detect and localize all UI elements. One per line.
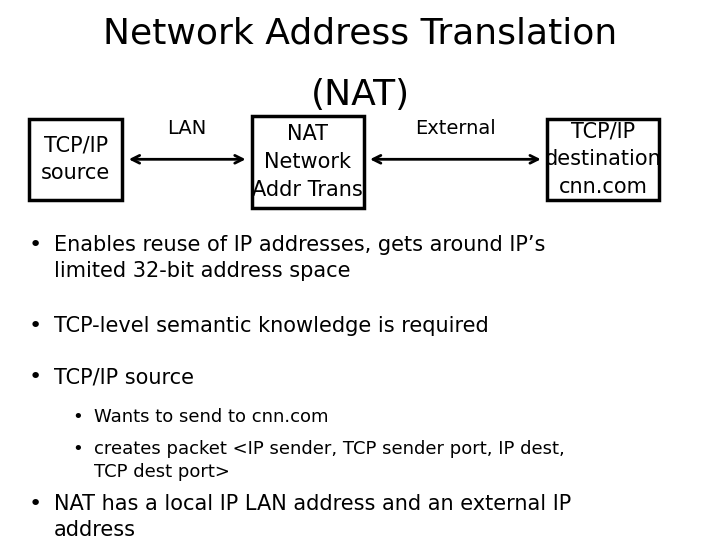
Text: TCP-level semantic knowledge is required: TCP-level semantic knowledge is required bbox=[54, 316, 489, 336]
Text: Enables reuse of IP addresses, gets around IP’s
limited 32-bit address space: Enables reuse of IP addresses, gets arou… bbox=[54, 235, 545, 281]
Text: TCP/IP
source: TCP/IP source bbox=[41, 136, 110, 183]
Text: •: • bbox=[29, 494, 42, 514]
Text: External: External bbox=[415, 119, 496, 138]
Text: •: • bbox=[29, 316, 42, 336]
Text: creates packet <IP sender, TCP sender port, IP dest,
TCP dest port>: creates packet <IP sender, TCP sender po… bbox=[94, 440, 564, 481]
Text: NAT has a local IP LAN address and an external IP
address: NAT has a local IP LAN address and an ex… bbox=[54, 494, 571, 540]
Text: •: • bbox=[72, 440, 83, 458]
Text: NAT
Network
Addr Trans: NAT Network Addr Trans bbox=[253, 124, 363, 200]
Text: •: • bbox=[29, 367, 42, 387]
Text: (NAT): (NAT) bbox=[310, 78, 410, 112]
Text: •: • bbox=[29, 235, 42, 255]
Text: Network Address Translation: Network Address Translation bbox=[103, 16, 617, 50]
Text: •: • bbox=[72, 408, 83, 426]
Bar bbox=[29, 119, 122, 200]
Text: TCP/IP
destination
cnn.com: TCP/IP destination cnn.com bbox=[544, 122, 662, 197]
Text: Wants to send to cnn.com: Wants to send to cnn.com bbox=[94, 408, 328, 426]
Bar bbox=[547, 119, 659, 200]
Text: TCP/IP source: TCP/IP source bbox=[54, 367, 194, 387]
Text: LAN: LAN bbox=[168, 119, 207, 138]
Bar bbox=[252, 116, 364, 208]
